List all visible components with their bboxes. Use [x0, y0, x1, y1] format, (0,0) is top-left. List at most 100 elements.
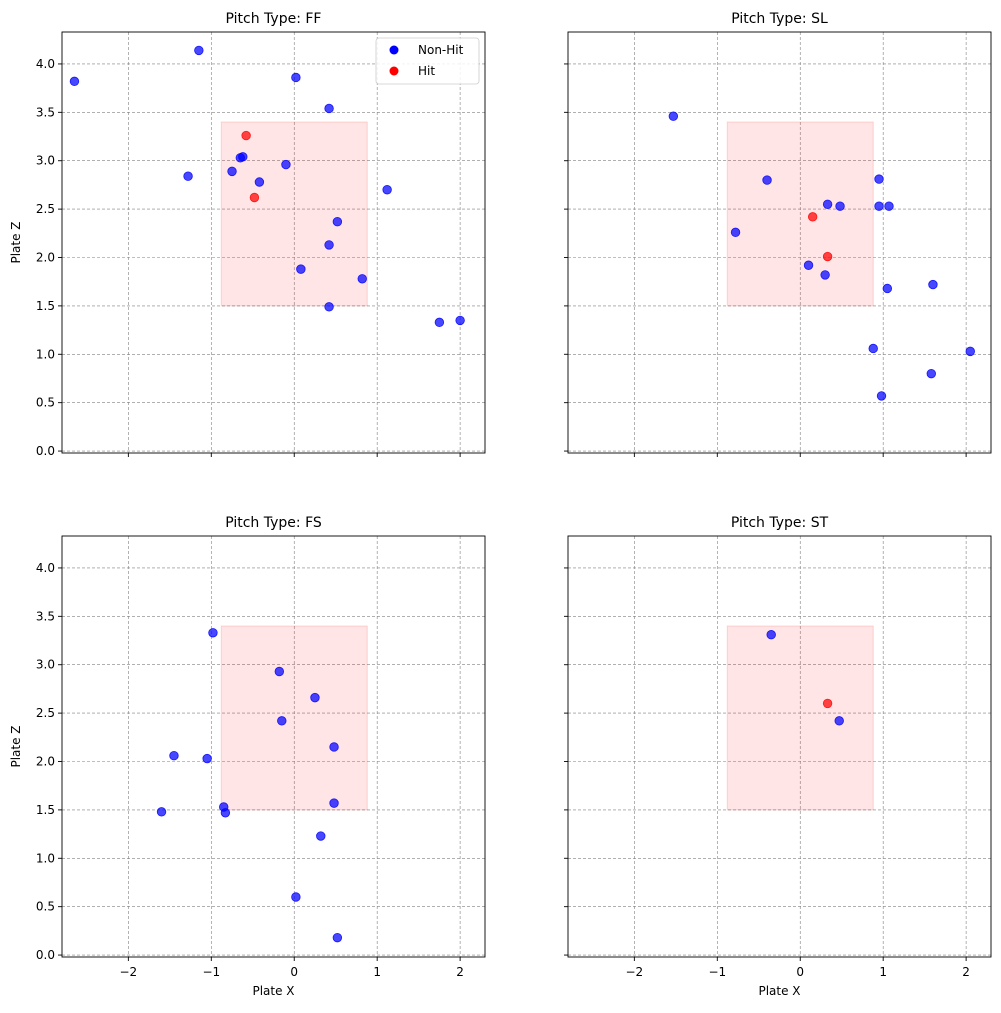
legend-label: Hit	[418, 64, 435, 78]
y-tick-label: 0.0	[36, 948, 55, 962]
x-tick-label: −1	[708, 965, 726, 979]
non-hit-point	[382, 185, 392, 195]
x-tick-label: 1	[373, 965, 381, 979]
axes-frame	[61, 535, 486, 958]
non-hit-point	[238, 152, 248, 162]
x-axis-label: Plate X	[758, 984, 800, 998]
y-tick-label: 1.5	[36, 803, 55, 817]
non-hit-point	[254, 177, 265, 187]
non-hit-point	[332, 216, 343, 227]
y-tick-label: 3.5	[36, 105, 55, 119]
non-hit-point	[291, 72, 301, 83]
non-hit-point	[156, 807, 167, 817]
non-hit-point	[281, 159, 291, 170]
non-hit-point	[822, 199, 833, 209]
y-tick-label: 4.0	[36, 57, 55, 71]
non-hit-point	[835, 201, 845, 211]
subplot-3: −2 −1 0 1 2 0.0 0.5 1.0 1.5 2.0 2.5 3.0 3.5 4.0 Pitch …	[9, 515, 486, 998]
x-tick-label: 0	[290, 965, 298, 979]
y-tick-label: 1.0	[36, 347, 55, 361]
non-hit-point	[316, 831, 326, 841]
y-tick-label: 0.5	[36, 900, 55, 914]
axes-frame	[61, 31, 486, 454]
y-axis-label: Plate Z	[9, 221, 23, 263]
subplot-2: Pitch Type: SL	[564, 11, 992, 457]
x-tick-label: −2	[626, 965, 644, 979]
non-hit-point	[329, 798, 339, 808]
non-hit-point	[730, 227, 741, 238]
non-hit-point	[926, 368, 936, 379]
subplot-title: Pitch Type: FS	[225, 515, 322, 531]
hit-point	[822, 251, 833, 262]
non-hit-point	[762, 175, 772, 185]
y-tick-label: 1.5	[36, 299, 55, 313]
non-hit-point	[202, 753, 212, 764]
subplot-1: 0.0 0.5 1.0 1.5 2.0 2.5 3.0 3.5 4.0 Pitch Type: F…	[9, 11, 486, 458]
non-hit-point	[874, 201, 884, 211]
hit-point	[807, 212, 818, 222]
strike-zone	[220, 625, 368, 811]
non-hit-point	[884, 201, 894, 211]
non-hit-point	[332, 932, 343, 943]
y-tick-label: 2.0	[36, 251, 55, 265]
subplot-title: Pitch Type: FF	[226, 11, 322, 27]
strike-zone	[726, 625, 874, 811]
non-hit-point	[324, 240, 334, 250]
x-tick-label: 0	[796, 965, 804, 979]
x-tick-label: 2	[962, 965, 970, 979]
legend-marker	[389, 45, 399, 55]
subplot-title: Pitch Type: SL	[731, 11, 828, 27]
y-axis-label: Plate Z	[9, 725, 23, 767]
y-tick-label: 2.5	[36, 202, 55, 216]
strike-zone	[220, 121, 368, 307]
non-hit-point	[277, 716, 287, 726]
non-hit-point	[169, 750, 179, 761]
x-tick-label: −2	[120, 965, 138, 979]
strike-zone	[726, 121, 874, 307]
non-hit-point	[274, 666, 285, 677]
non-hit-point	[183, 171, 193, 181]
y-tick-label: 3.0	[36, 658, 55, 672]
non-hit-point	[868, 343, 878, 354]
non-hit-point	[69, 76, 80, 87]
legend-box	[375, 37, 480, 85]
non-hit-point	[882, 283, 893, 294]
hit-point	[241, 130, 251, 141]
y-tick-label: 0.5	[36, 396, 55, 410]
legend-label: Non-Hit	[418, 43, 464, 57]
non-hit-point	[296, 264, 306, 274]
non-hit-point	[434, 317, 445, 328]
y-tick-label: 1.0	[36, 851, 55, 865]
axes-frame	[567, 31, 992, 454]
non-hit-point	[324, 103, 334, 114]
non-hit-point	[310, 692, 320, 703]
non-hit-point	[220, 808, 231, 818]
x-tick-label: 2	[456, 965, 464, 979]
non-hit-point	[766, 630, 776, 640]
hit-point	[822, 698, 833, 709]
y-tick-label: 3.5	[36, 609, 55, 623]
y-tick-label: 4.0	[36, 561, 55, 575]
legend-marker	[389, 66, 399, 76]
y-tick-label: 2.5	[36, 706, 55, 720]
non-hit-point	[291, 892, 301, 902]
non-hit-point	[965, 346, 975, 357]
non-hit-point	[803, 260, 814, 270]
x-tick-label: −1	[202, 965, 220, 979]
non-hit-point	[820, 270, 830, 280]
non-hit-point	[208, 628, 218, 638]
non-hit-point	[357, 274, 367, 284]
y-tick-label: 3.0	[36, 154, 55, 168]
non-hit-point	[194, 45, 204, 56]
non-hit-point	[874, 174, 884, 184]
legend: Non-Hit Hit	[375, 37, 480, 85]
x-axis-label: Plate X	[252, 984, 294, 998]
non-hit-point	[227, 166, 237, 177]
axes-frame	[567, 535, 992, 958]
subplot-title: Pitch Type: ST	[731, 515, 829, 531]
hit-point	[249, 192, 260, 203]
non-hit-point	[834, 716, 844, 726]
y-tick-label: 0.0	[36, 444, 55, 458]
